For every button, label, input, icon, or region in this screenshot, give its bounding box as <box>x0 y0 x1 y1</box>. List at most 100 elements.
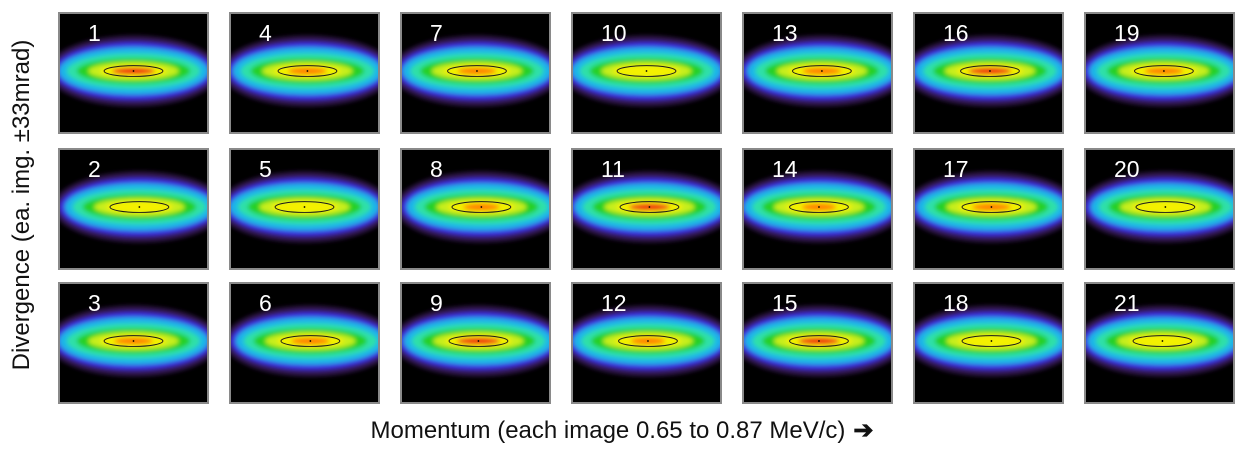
contour-line <box>961 201 1022 213</box>
beam-image-panel: 17 <box>913 148 1064 270</box>
centroid-marker <box>306 70 309 72</box>
beam-distribution-image <box>402 305 549 377</box>
contour-line <box>447 65 507 77</box>
centroid-marker <box>477 340 480 342</box>
beam-distribution-image <box>573 35 720 107</box>
contour-line <box>451 201 512 213</box>
centroid-marker <box>1164 206 1167 208</box>
beam-image-panel: 18 <box>913 282 1064 404</box>
panel-number-label: 18 <box>943 290 969 316</box>
contour-line <box>277 65 338 77</box>
beam-image-panel: 11 <box>571 148 722 270</box>
beam-distribution-image <box>744 171 891 243</box>
centroid-marker <box>1161 340 1164 342</box>
beam-image-panel: 21 <box>1084 282 1235 404</box>
beam-image-panel: 2 <box>58 148 209 270</box>
centroid-marker <box>138 206 141 208</box>
x-axis-label: Momentum (each image 0.65 to 0.87 MeV/c) <box>370 417 846 444</box>
panel-number-label: 7 <box>430 20 443 46</box>
beam-image-panel: 15 <box>742 282 893 404</box>
y-axis-label: Divergence (ea. img. ±33mrad) <box>8 39 35 371</box>
panel-number-label: 12 <box>601 290 627 316</box>
centroid-marker <box>476 70 478 72</box>
contour-line <box>960 65 1020 77</box>
beam-image-panel: 12 <box>571 282 722 404</box>
beam-distribution-image <box>915 171 1062 243</box>
panel-number-label: 19 <box>1114 20 1140 46</box>
contour-line <box>1132 335 1193 347</box>
centroid-marker <box>132 340 135 342</box>
arrow-right-icon: ➔ <box>853 417 874 444</box>
centroid-marker <box>480 206 483 208</box>
centroid-marker <box>309 340 312 342</box>
beam-distribution-image <box>1086 35 1233 107</box>
centroid-marker <box>989 70 991 72</box>
beam-image-panel: 9 <box>400 282 551 404</box>
contour-line <box>1135 201 1196 213</box>
beam-image-panel: 16 <box>913 12 1064 134</box>
contour-line <box>961 335 1022 347</box>
contour-line <box>789 201 849 213</box>
centroid-marker <box>648 206 651 208</box>
beam-distribution-image <box>402 171 549 243</box>
panel-number-label: 2 <box>88 156 101 182</box>
beam-image-panel: 10 <box>571 12 722 134</box>
beam-image-panel: 19 <box>1084 12 1235 134</box>
beam-image-grid: 1 4 7 10 13 16 19 2 5 8 11 14 17 20 3 6 9 12 15 18 21 <box>58 12 1238 410</box>
centroid-marker <box>818 206 820 208</box>
beam-distribution-image <box>231 35 378 107</box>
beam-image-panel: 5 <box>229 148 380 270</box>
panel-number-label: 11 <box>601 156 625 182</box>
panel-number-label: 6 <box>259 290 272 316</box>
beam-image-panel: 6 <box>229 282 380 404</box>
beam-distribution-image <box>231 305 378 377</box>
panel-number-label: 9 <box>430 290 443 316</box>
beam-distribution-image <box>231 171 378 243</box>
beam-image-panel: 4 <box>229 12 380 134</box>
panel-number-label: 10 <box>601 20 627 46</box>
panel-number-label: 1 <box>88 20 101 46</box>
contour-line <box>103 335 164 347</box>
panel-number-label: 20 <box>1114 156 1140 182</box>
beam-image-panel: 13 <box>742 12 893 134</box>
panel-number-label: 8 <box>430 156 443 182</box>
panel-number-label: 5 <box>259 156 272 182</box>
contour-line <box>618 335 678 347</box>
beam-distribution-image <box>1086 305 1233 377</box>
panel-number-label: 13 <box>772 20 798 46</box>
contour-line <box>274 201 335 213</box>
beam-distribution-image <box>915 35 1062 107</box>
contour-line <box>616 65 677 77</box>
contour-line <box>1134 65 1194 77</box>
panel-number-label: 21 <box>1114 290 1140 316</box>
contour-line <box>792 65 852 77</box>
y-axis-label-area: Divergence (ea. img. ±33mrad) <box>0 0 44 410</box>
centroid-marker <box>645 70 648 72</box>
centroid-marker <box>647 340 649 342</box>
beam-image-panel: 7 <box>400 12 551 134</box>
beam-distribution-image <box>60 305 207 377</box>
beam-distribution-image <box>573 305 720 377</box>
panel-number-label: 17 <box>943 156 969 182</box>
beam-image-panel: 14 <box>742 148 893 270</box>
beam-distribution-image <box>60 35 207 107</box>
beam-distribution-image <box>573 171 720 243</box>
centroid-marker <box>303 206 306 208</box>
beam-distribution-image <box>915 305 1062 377</box>
x-axis-label-area: Momentum (each image 0.65 to 0.87 MeV/c)… <box>0 416 1244 445</box>
beam-distribution-image <box>402 35 549 107</box>
contour-line <box>280 335 341 347</box>
centroid-marker <box>990 340 993 342</box>
beam-image-panel: 8 <box>400 148 551 270</box>
centroid-marker <box>132 70 135 72</box>
panel-number-label: 16 <box>943 20 969 46</box>
panel-number-label: 4 <box>259 20 272 46</box>
beam-distribution-image <box>744 35 891 107</box>
panel-number-label: 3 <box>88 290 101 316</box>
beam-distribution-image <box>60 171 207 243</box>
centroid-marker <box>990 206 993 208</box>
beam-distribution-image <box>1086 171 1233 243</box>
centroid-marker <box>1163 70 1165 72</box>
panel-number-label: 15 <box>772 290 798 316</box>
contour-line <box>103 65 164 77</box>
